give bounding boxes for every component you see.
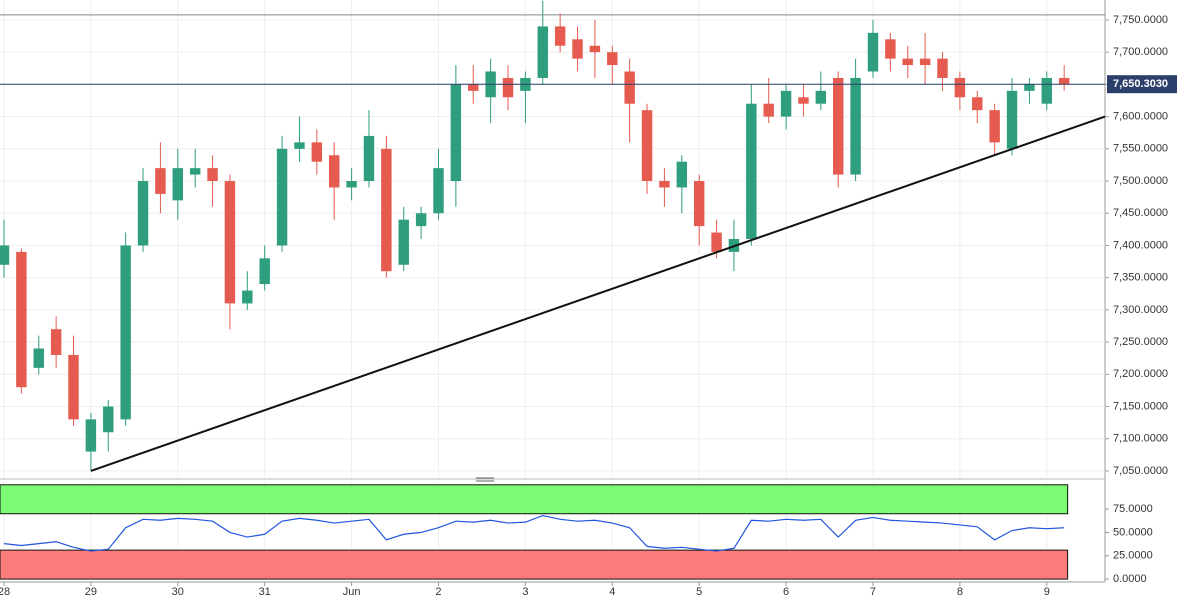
y-tick-label: 7,400.0000 xyxy=(1113,239,1168,251)
x-tick-label: 6 xyxy=(783,586,789,598)
candle-body xyxy=(346,181,357,188)
candle-body xyxy=(867,32,879,72)
y-tick-label: 7,350.0000 xyxy=(1113,272,1168,284)
candle-body xyxy=(85,419,97,452)
y-tick-label: 7,150.0000 xyxy=(1113,400,1168,412)
x-tick-label: Jun xyxy=(343,586,361,598)
current-price-label: 7,650.3030 xyxy=(1113,78,1168,90)
candle-body xyxy=(224,181,236,304)
x-tick-label: 7 xyxy=(870,586,876,598)
candle-body xyxy=(468,84,479,91)
candle-body xyxy=(415,213,427,227)
candle-body xyxy=(624,71,635,104)
x-tick-label: 31 xyxy=(259,586,271,598)
candle-body xyxy=(398,219,409,265)
x-tick-label: 28 xyxy=(0,586,10,598)
candle-body xyxy=(763,103,774,117)
x-tick-label: 29 xyxy=(85,586,97,598)
x-tick-label: 30 xyxy=(172,586,184,598)
candle-body xyxy=(294,142,305,149)
y-tick-label: 7,100.0000 xyxy=(1113,433,1168,445)
candle-body xyxy=(850,77,861,175)
candle-body xyxy=(989,110,1000,143)
candle-body xyxy=(363,135,375,182)
candle-body xyxy=(68,354,79,420)
candle-body xyxy=(120,245,131,420)
y-tick-label: 7,550.0000 xyxy=(1113,143,1168,155)
candle-body xyxy=(16,251,27,388)
x-tick-label: 9 xyxy=(1044,586,1050,598)
candle-body xyxy=(155,168,166,194)
candle-body xyxy=(972,97,983,111)
x-tick-label: 3 xyxy=(522,586,528,598)
candle-body xyxy=(137,181,149,246)
candle-body xyxy=(902,58,913,66)
y-tick-label: 7,750.0000 xyxy=(1113,14,1168,26)
candle-body xyxy=(676,161,688,188)
y-tick-label: 0.0000 xyxy=(1113,573,1147,585)
y-tick-label: 7,700.0000 xyxy=(1113,46,1168,58)
candle-body xyxy=(659,181,670,188)
candle-body xyxy=(311,142,323,162)
lower-band xyxy=(0,549,1069,580)
y-tick-label: 7,300.0000 xyxy=(1113,304,1168,316)
candle-body xyxy=(572,39,583,59)
candle-body xyxy=(259,258,270,285)
resize-handle[interactable] xyxy=(476,477,494,482)
candle-body xyxy=(1058,77,1070,85)
candle-body xyxy=(919,58,931,66)
candle-body xyxy=(815,90,827,104)
candle-body xyxy=(937,58,948,78)
candle-body xyxy=(381,148,392,272)
x-tick-label: 8 xyxy=(957,586,963,598)
y-tick-label: 7,200.0000 xyxy=(1113,368,1168,380)
candle-body xyxy=(746,103,757,239)
candle-body xyxy=(1024,84,1035,91)
candle-body xyxy=(276,148,288,246)
candle-body xyxy=(711,232,722,252)
candle-body xyxy=(1041,77,1052,104)
candle-body xyxy=(103,406,114,433)
candle-body xyxy=(242,290,253,304)
x-tick-label: 5 xyxy=(696,586,702,598)
candle-body xyxy=(0,245,10,265)
candle-body xyxy=(207,168,218,182)
y-tick-label: 50.0000 xyxy=(1113,526,1153,538)
indicator-line xyxy=(3,514,1065,552)
candle-body xyxy=(433,168,444,214)
candle-body xyxy=(33,348,44,368)
current-price-box xyxy=(1107,75,1177,94)
candle-body xyxy=(554,26,566,46)
candle-body xyxy=(798,97,809,104)
candle-body xyxy=(450,84,462,182)
candle-body xyxy=(954,77,966,98)
candle-body xyxy=(641,110,653,182)
candle-body xyxy=(780,90,792,117)
upper-band xyxy=(0,484,1069,515)
candle-body xyxy=(328,155,340,188)
trendline xyxy=(90,115,1106,472)
y-tick-label: 7,050.0000 xyxy=(1113,465,1168,477)
candle-body xyxy=(172,168,184,201)
candle-body xyxy=(693,181,705,227)
x-tick-label: 4 xyxy=(609,586,615,598)
y-tick-label: 7,250.0000 xyxy=(1113,336,1168,348)
candle-body xyxy=(833,77,844,175)
candle-body xyxy=(537,26,548,78)
y-tick-label: 7,450.0000 xyxy=(1113,207,1168,219)
candle-body xyxy=(885,39,896,59)
y-tick-label: 7,500.0000 xyxy=(1113,175,1168,187)
y-tick-label: 7,600.0000 xyxy=(1113,111,1168,123)
x-tick-label: 2 xyxy=(435,586,441,598)
candle-body xyxy=(589,45,601,53)
candle-body xyxy=(189,168,201,175)
candle-body xyxy=(502,77,514,98)
candle-body xyxy=(607,52,618,66)
candle-body xyxy=(50,329,62,355)
y-tick-label: 25.0000 xyxy=(1113,550,1153,562)
y-tick-label: 75.0000 xyxy=(1113,503,1153,515)
candle-body xyxy=(1006,90,1018,149)
